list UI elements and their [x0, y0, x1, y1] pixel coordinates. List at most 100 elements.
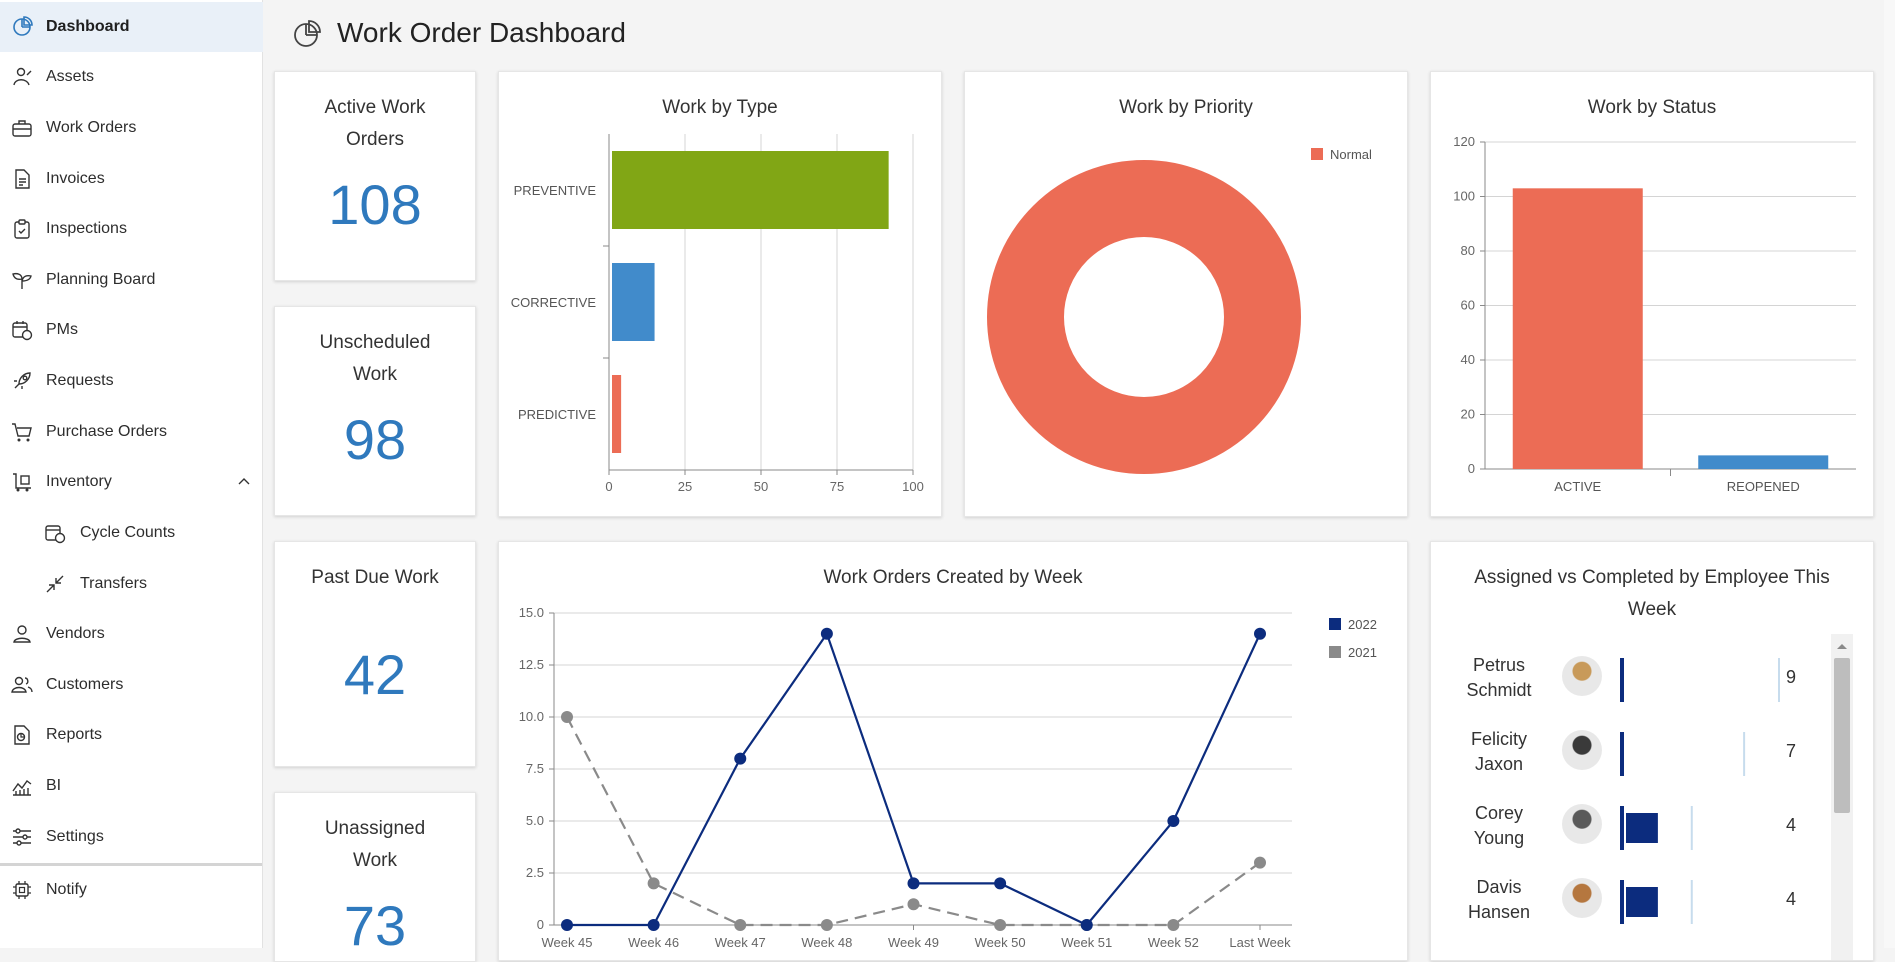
data-point-2021: [647, 877, 660, 890]
sidebar-item-pms[interactable]: PMs: [0, 306, 263, 354]
employee-row[interactable]: Felicity Jaxon 7: [1431, 717, 1831, 791]
y-tick-label: 10.0: [519, 709, 544, 724]
x-tick-label: Week 47: [715, 935, 766, 950]
page-header: Work Order Dashboard: [270, 0, 1885, 62]
sidebar-item-inventory[interactable]: Inventory: [0, 458, 263, 506]
employee-last-name: Jaxon: [1474, 754, 1524, 774]
kpi-label: Past Due Work: [311, 567, 439, 588]
avatar-davis: [1562, 878, 1602, 918]
sidebar-item-vendors[interactable]: Vendors: [0, 610, 263, 658]
employee-bar-chart: [1620, 732, 1746, 776]
baseline-marker: [1620, 732, 1624, 776]
pie-chart-icon: [294, 20, 321, 47]
legend-label: 2022: [1348, 617, 1377, 632]
sidebar-item-work-orders[interactable]: Work Orders: [0, 104, 263, 152]
employee-last-name: Young: [1473, 828, 1525, 848]
legend-swatch: [1329, 618, 1341, 630]
scroll-up-arrow-icon[interactable]: [1836, 642, 1848, 650]
sidebar-item-label: Inventory: [46, 473, 112, 490]
employee-row[interactable]: Corey Young 4: [1431, 791, 1831, 865]
avatar-petrus: [1562, 656, 1602, 696]
employee-count: 9: [1786, 667, 1797, 687]
sidebar-item-label: Settings: [46, 828, 104, 845]
sidebar-item-customers[interactable]: Customers: [0, 661, 263, 709]
x-tick-label: 0: [605, 479, 612, 494]
page-scrollbar[interactable]: [1884, 0, 1895, 948]
page-title: Work Order Dashboard: [337, 17, 626, 48]
sidebar-item-settings[interactable]: Settings: [0, 813, 263, 861]
data-point-2021: [1167, 919, 1180, 931]
employee-row[interactable]: Davis Hansen 4: [1431, 865, 1831, 939]
x-tick-label: Week 46: [628, 935, 679, 950]
cart-icon: [12, 423, 32, 442]
x-tick-label: Last Week: [1229, 935, 1291, 950]
sidebar-item-purchase-orders[interactable]: Purchase Orders: [0, 408, 263, 456]
y-tick-label: 15.0: [519, 605, 544, 620]
sidebar-item-assets[interactable]: Assets: [0, 53, 263, 101]
sidebar-item-requests[interactable]: Requests: [0, 357, 263, 405]
completed-bar: [1626, 813, 1658, 843]
donut-slice-normal: [987, 160, 1301, 474]
card-assigned-vs-completed: Assigned vs Completed by Employee This W…: [1430, 541, 1874, 961]
assigned-marker: [1690, 806, 1693, 850]
employee-bar-chart: [1620, 880, 1693, 924]
sidebar-item-reports[interactable]: Reports: [0, 711, 263, 759]
sidebar-item-cycle-counts[interactable]: Cycle Counts: [0, 509, 263, 557]
y-tick-label: 60: [1461, 298, 1475, 313]
kpi-card-unassigned-work[interactable]: Unassigned Work 73: [274, 792, 476, 962]
sidebar-item-label: Work Orders: [46, 119, 137, 136]
legend-label: Normal: [1330, 147, 1372, 162]
completed-bar: [1626, 887, 1658, 917]
employee-name: Petrus Schmidt: [1451, 653, 1547, 703]
y-tick-label: 0: [1468, 461, 1475, 476]
scrollbar-thumb[interactable]: [1834, 658, 1850, 813]
y-tick-label: 5.0: [526, 813, 544, 828]
kpi-card-active-work-orders[interactable]: Active Work Orders 108: [274, 71, 476, 281]
assigned-marker: [1778, 658, 1780, 702]
invoice-icon: [15, 169, 30, 189]
data-point-2021: [561, 711, 573, 723]
sidebar-item-planning-board[interactable]: Planning Board: [0, 256, 263, 304]
pie-chart-icon: [13, 16, 33, 36]
calendar-clock-icon: [12, 321, 33, 341]
sprout-icon: [12, 272, 32, 289]
sidebar-item-bi[interactable]: BI: [0, 762, 263, 810]
data-point-2021: [994, 919, 1007, 931]
customers-icon: [11, 676, 33, 693]
rocket-icon: [14, 372, 31, 389]
y-tick-label: 7.5: [526, 761, 544, 776]
chevron-up-icon[interactable]: [236, 474, 252, 490]
kpi-label: Unassigned Work: [324, 818, 426, 871]
baseline-marker: [1620, 658, 1624, 702]
baseline-marker: [1620, 806, 1624, 850]
kpi-label: Active Work Orders: [324, 97, 426, 150]
kpi-card-unscheduled-work[interactable]: Unscheduled Work 98: [274, 306, 476, 516]
x-tick-label: 75: [830, 479, 844, 494]
sidebar-item-inspections[interactable]: Inspections: [0, 205, 263, 253]
kpi-card-past-due-work[interactable]: Past Due Work 42: [274, 541, 476, 767]
sidebar-item-label: Purchase Orders: [46, 423, 167, 440]
employee-first-name: Davis: [1476, 877, 1522, 897]
sidebar-item-label: Reports: [46, 726, 103, 743]
data-point-2022: [1254, 627, 1266, 640]
sidebar-item-label: Assets: [46, 68, 95, 85]
sidebar-item-transfers[interactable]: Transfers: [0, 560, 263, 608]
chart-title: Work by Type: [662, 97, 778, 118]
employee-row[interactable]: Petrus Schmidt 9: [1431, 643, 1831, 717]
x-tick-label: Week 49: [888, 935, 939, 950]
kpi-value: 108: [328, 173, 422, 236]
employee-last-name: Hansen: [1467, 902, 1531, 922]
sidebar-item-dashboard[interactable]: Dashboard: [0, 2, 263, 52]
sidebar-item-notify[interactable]: Notify: [0, 866, 263, 914]
sidebar-divider: [0, 863, 262, 866]
data-point-2022: [820, 627, 833, 640]
employee-list-scrollbar[interactable]: [1831, 634, 1853, 960]
sidebar-item-invoices[interactable]: Invoices: [0, 155, 263, 203]
chip-icon: [13, 881, 31, 899]
work-by-status-chart: 0 20 40 60 80 100 120 ACTIVE REOPENED: [1453, 134, 1856, 494]
transfer-arrows-icon: [46, 575, 64, 593]
kpi-label: Unscheduled Work: [319, 332, 431, 385]
x-tick-label: Week 51: [1061, 935, 1112, 950]
x-tick-label: Week 50: [975, 935, 1026, 950]
y-category-label: PREDICTIVE: [518, 407, 596, 422]
